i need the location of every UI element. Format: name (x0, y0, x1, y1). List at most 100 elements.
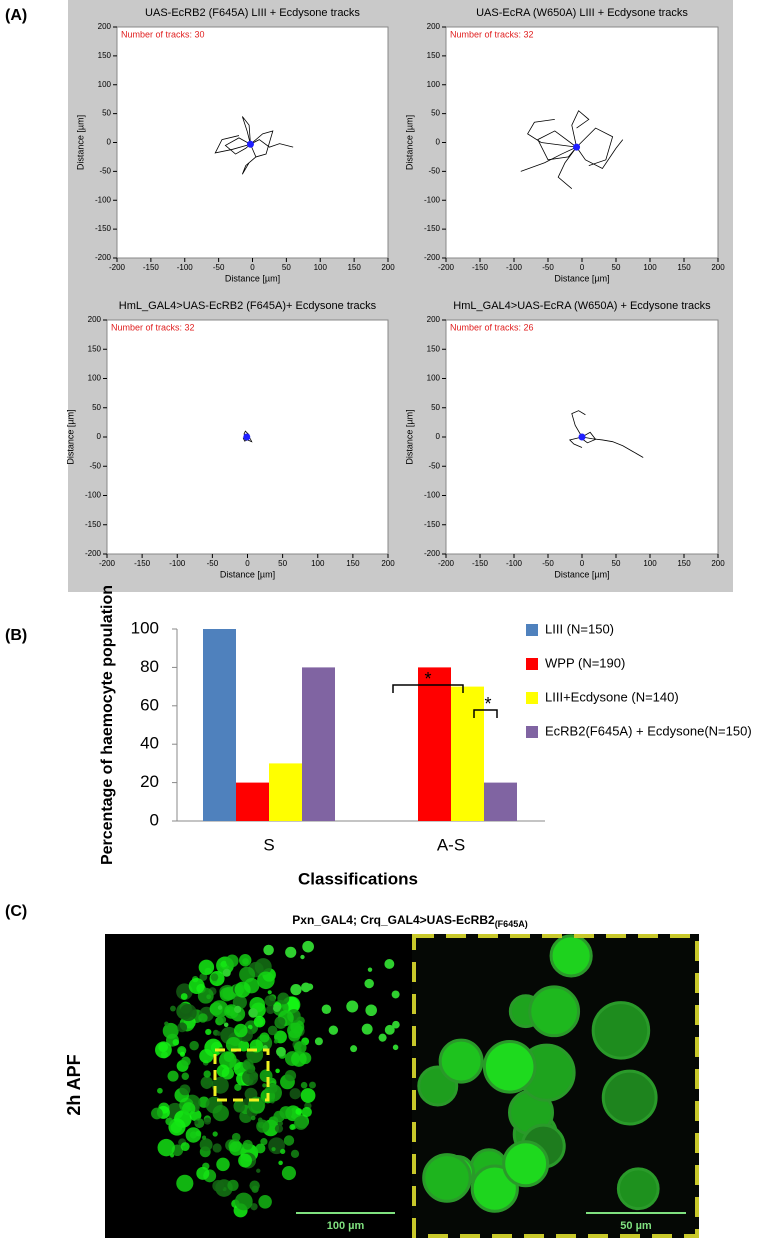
y-tick-label: -150 (95, 224, 112, 233)
cell (203, 1070, 211, 1078)
track (537, 130, 577, 161)
cell (216, 1031, 222, 1036)
bar (418, 667, 451, 821)
cell (284, 1069, 297, 1082)
y-tick-label: 200 (427, 22, 441, 31)
cell (216, 1157, 230, 1172)
x-tick-label: -50 (542, 559, 554, 568)
x-tick-label: 100 (643, 559, 657, 568)
track (250, 139, 294, 148)
legend-label: WPP (N=190) (545, 655, 625, 670)
x-tick-label: 50 (612, 559, 621, 568)
cell (384, 1024, 395, 1035)
panel-title: Pxn_GAL4; Crq_GAL4>UAS-EcRB2(F645A) (292, 913, 527, 929)
significance-mark: * (424, 669, 431, 689)
scale-bar-label: 100 µm (327, 1220, 365, 1232)
cell (271, 1147, 276, 1152)
track-center (246, 140, 254, 148)
x-tick-label: 150 (677, 559, 691, 568)
cell (253, 1015, 266, 1028)
cell (256, 1119, 270, 1133)
track (557, 146, 577, 190)
cell (205, 1028, 212, 1036)
x-tick-label: A-S (437, 835, 465, 854)
cell (181, 1072, 189, 1080)
cell (295, 1108, 303, 1115)
x-tick-label: 150 (346, 559, 360, 568)
cell (155, 1041, 172, 1059)
y-tick-label: -200 (95, 253, 112, 262)
cell (199, 1048, 214, 1064)
cell (378, 1033, 387, 1042)
y-tick-label: 50 (92, 403, 101, 412)
track (581, 436, 644, 458)
cell (210, 973, 219, 981)
cell (259, 1032, 270, 1043)
x-axis-label: Distance [µm] (554, 273, 609, 283)
cell (262, 1083, 267, 1088)
track (576, 127, 614, 166)
cell (164, 1021, 169, 1026)
cell (212, 1143, 222, 1153)
y-tick-label: 100 (98, 80, 112, 89)
y-tick-label: 50 (431, 109, 440, 118)
legend-swatch (526, 692, 538, 704)
cell (277, 992, 290, 1005)
x-tick-label: 200 (711, 559, 725, 568)
cell (276, 1046, 286, 1057)
x-tick-label: 50 (278, 559, 287, 568)
track (241, 116, 251, 145)
x-tick-label: 200 (381, 559, 395, 568)
cell (300, 954, 305, 960)
cell (177, 1022, 188, 1033)
cell (290, 1149, 300, 1158)
cell (260, 1138, 268, 1146)
zoom-box (213, 1048, 270, 1102)
cell (616, 1167, 660, 1211)
cell (234, 981, 251, 998)
cell (180, 1142, 190, 1152)
cell (179, 1003, 197, 1022)
y-tick-label: 80 (140, 657, 159, 676)
y-tick-label: 150 (427, 344, 441, 353)
cell (220, 960, 228, 968)
x-tick-label: 50 (612, 263, 621, 272)
cell (254, 958, 272, 976)
cell (257, 971, 275, 990)
y-tick-label: 150 (98, 51, 112, 60)
track (571, 110, 590, 148)
cell (185, 1127, 202, 1143)
y-tick-label: 150 (88, 344, 102, 353)
cell (482, 1039, 537, 1094)
y-tick-label: -50 (428, 166, 440, 175)
cell (170, 1005, 176, 1012)
cell (255, 1143, 266, 1154)
annotation: Number of tracks: 26 (450, 322, 534, 332)
cell (266, 1005, 275, 1015)
cell (167, 1070, 179, 1082)
x-tick-label: 50 (282, 263, 291, 272)
x-tick-label: 100 (643, 263, 657, 272)
annotation: Number of tracks: 30 (121, 29, 205, 39)
cell (194, 1120, 199, 1125)
y-tick-label: -50 (99, 166, 111, 175)
cell (289, 1088, 301, 1100)
cell (212, 1179, 225, 1192)
x-tick-label: -200 (438, 263, 455, 272)
y-tick-label: 40 (140, 734, 159, 753)
y-tick-label: -100 (424, 491, 441, 500)
cell (278, 1160, 283, 1166)
cell (180, 993, 188, 1000)
x-tick-label: -150 (134, 559, 151, 568)
track (214, 135, 251, 154)
cell (199, 973, 208, 981)
x-tick-label: 0 (580, 559, 585, 568)
y-axis-label: Distance [µm] (75, 115, 85, 170)
track (571, 410, 586, 438)
y-tick-label: -150 (424, 224, 441, 233)
legend-label: LIII+Ecdysone (N=140) (545, 689, 679, 704)
x-tick-label: 150 (347, 263, 361, 272)
cell (275, 1016, 286, 1027)
cell (528, 985, 581, 1038)
micrographs (105, 934, 699, 1238)
